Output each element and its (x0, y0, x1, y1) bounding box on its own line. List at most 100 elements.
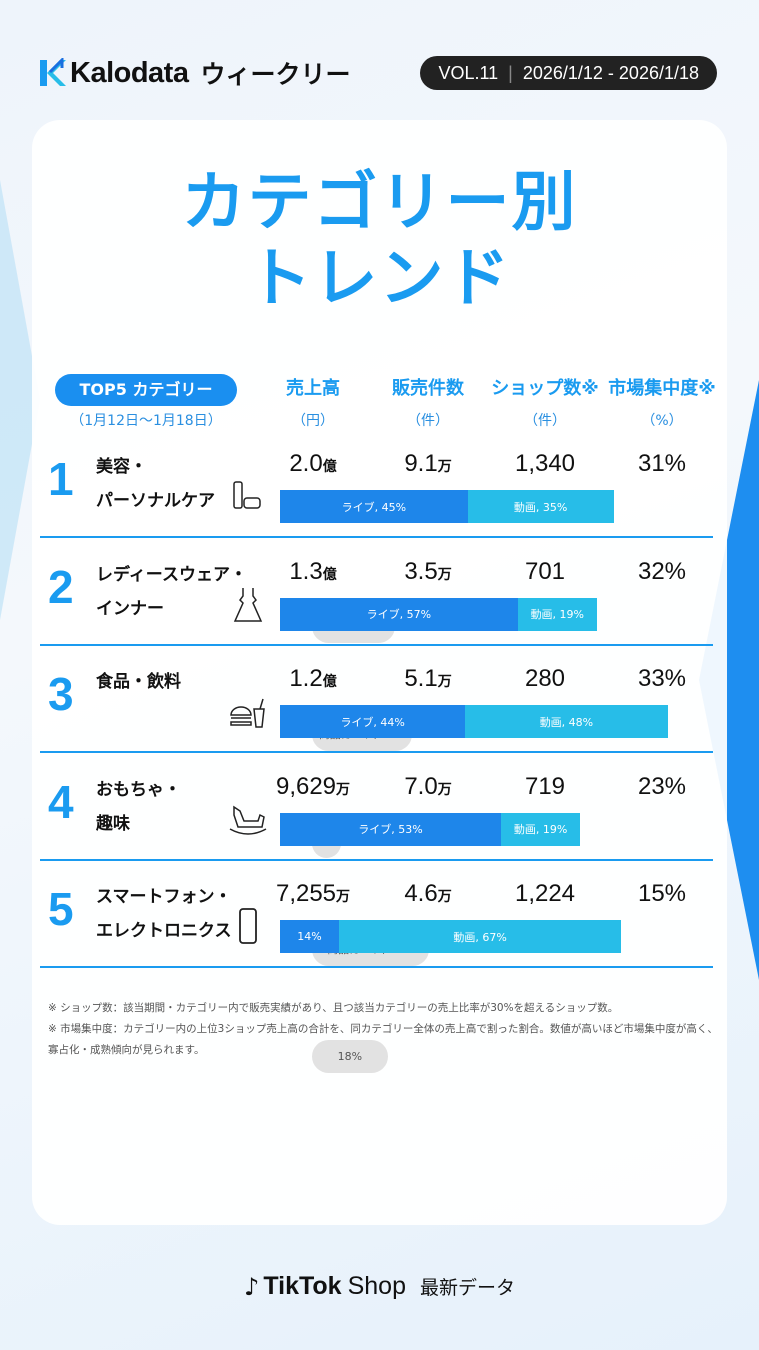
sales-number: 1.3 (289, 557, 323, 585)
category-name: おもちゃ・ 趣味 (96, 773, 256, 841)
period: （1月12日～1月18日） (70, 413, 222, 429)
sales-number: 7,255 (275, 880, 337, 907)
column-header: 市場集中度※ (608, 378, 716, 399)
kalodata-logo-icon (40, 56, 66, 88)
channel-breakdown-bar: ライブ, 44%動画, 48%7% (280, 705, 697, 858)
category-name: スマートフォン・ エレクトロニクス (96, 880, 256, 948)
volume: VOL.11 (438, 62, 499, 83)
table-row: 3 食品・飲料 1.2億 5.1万 280 33% ライブ, 44% 動画, 48… (40, 645, 713, 858)
qty-value: 9.1万 (368, 450, 488, 478)
footnote: ※ ショップ数：該当期間・カテゴリー内で販売実績があり、且つ該当カテゴリーの売上… (48, 1002, 619, 1014)
channel-breakdown-bar: ライブ, 45%動画, 35%20% (280, 490, 697, 643)
table-row: 2 レディースウェア・ インナー 1.3億 3.5万 701 32% ライブ, 5… (40, 538, 713, 751)
footnotes: ※ ショップ数：該当期間・カテゴリー内で販売実績があり、且つ該当カテゴリーの売上… (48, 998, 718, 1061)
qty-unit: 万 (437, 674, 452, 690)
qty-value: 7.0万 (368, 773, 488, 801)
category-line: 食品・飲料 (96, 672, 181, 692)
column-header: 売上高 (286, 378, 340, 399)
rank: 3 (48, 668, 74, 720)
burger-drink-icon (228, 691, 268, 731)
rank: 5 (48, 883, 74, 935)
channel-breakdown-bar: ライブ, 57%動画, 19%商品カード, 24% (280, 597, 697, 751)
shops-value: 719 (524, 772, 566, 800)
qty-unit: 万 (437, 781, 452, 798)
sales-unit: 万 (336, 781, 351, 798)
qty-number: 9.1 (404, 450, 438, 477)
bar-segment-live: ライブ, 57% (280, 597, 518, 631)
sales-value: 2.0億 (253, 450, 373, 478)
dress-icon (228, 584, 268, 624)
sales-value: 1.2億 (253, 665, 373, 693)
shops-value: 280 (524, 665, 566, 692)
sales-number: 2.0 (289, 450, 323, 477)
content-card (32, 120, 727, 1225)
bar-segment-live: ライブ, 44% (280, 705, 466, 738)
footer: ♪ TikTok Shop 最新データ (0, 1272, 759, 1301)
category-name: 美容・ パーソナルケア (96, 450, 256, 518)
shops-value: 1,224 (514, 880, 576, 907)
tiktok-logo-icon: ♪ (244, 1272, 260, 1301)
sales-number: 1.2 (289, 665, 323, 692)
category-line: スマートフォン・ (96, 887, 232, 907)
concentration-value: 31% (637, 450, 687, 477)
brand-name: Kalodata (70, 56, 189, 89)
header: Kalodata ウィークリー VOL.11 | 2026/1/12 - 2026/… (40, 55, 719, 91)
sales-number: 9,629 (275, 772, 337, 800)
sales-unit: 億 (322, 566, 337, 583)
column-header: ショップ数※ (491, 378, 599, 399)
qty-number: 7.0 (404, 772, 438, 800)
page-title: カテゴリー別 トレンド (0, 165, 759, 317)
volume-badge: VOL.11 | 2026/1/12 - 2026/1/18 (420, 56, 717, 90)
latest-data-label: 最新データ (419, 1277, 515, 1299)
channel-breakdown-bar: ライブ, 53%動画, 19%商品カード, 28% (280, 812, 697, 966)
bar-segment-video: 動画, 19% (501, 812, 581, 846)
bar-segment-live: ライブ, 45% (280, 490, 468, 523)
shops-value: 1,340 (514, 450, 576, 477)
column-unit: （件） (407, 413, 449, 429)
column-unit: （件） (524, 413, 566, 429)
category-line: レディースウェア・ (96, 564, 247, 585)
rank: 2 (48, 560, 74, 613)
shop-label: Shop (347, 1272, 406, 1300)
rank: 4 (48, 775, 74, 828)
bar-segment-video: 動画, 48% (465, 705, 668, 738)
qty-value: 4.6万 (368, 880, 488, 908)
sales-unit: 億 (322, 459, 337, 475)
rocking-horse-icon (228, 799, 268, 839)
footnote: ※ 市場集中度：カテゴリー内の上位3ショップ売上高の合計を、同カテゴリー全体の売… (48, 1023, 718, 1056)
category-line: 美容・ (96, 457, 147, 477)
smartphone-icon (228, 906, 268, 946)
top5-badge: TOP5 カテゴリー (55, 374, 237, 406)
category-line: 趣味 (96, 813, 130, 834)
category-line: エレクトロニクス (96, 921, 232, 941)
column-header: 販売件数 (392, 378, 464, 399)
qty-number: 5.1 (404, 665, 438, 692)
bar-segment-video: 動画, 35% (467, 490, 614, 523)
sales-value: 1.3億 (253, 558, 373, 586)
concentration-value: 32% (637, 557, 687, 585)
bar-segment-video: 動画, 67% (338, 920, 622, 953)
channel-breakdown-bar: 14% 動画, 67% 18% (280, 920, 697, 1073)
cosmetics-icon (228, 476, 268, 516)
date-range: 2026/1/12 - 2026/1/18 (522, 62, 699, 83)
table-row: 1 美容・ パーソナルケア 2.0億 9.1万 1,340 31% ライブ, 45… (40, 430, 713, 643)
category-line: インナー (96, 598, 164, 619)
category-name: レディースウェア・ インナー (96, 558, 256, 626)
qty-number: 3.5 (404, 557, 438, 585)
tiktok-label: TikTok (263, 1272, 342, 1300)
qty-unit: 万 (437, 566, 452, 583)
column-unit: （%） (641, 413, 683, 429)
category-name: 食品・飲料 (96, 665, 256, 699)
sales-value: 9,629万 (253, 773, 373, 801)
sales-unit: 万 (336, 889, 351, 905)
shops-value: 701 (524, 557, 566, 585)
concentration-value: 33% (637, 665, 687, 692)
rank: 1 (48, 453, 74, 505)
bar-segment-live: ライブ, 53% (280, 812, 501, 846)
qty-unit: 万 (437, 459, 452, 475)
title-line: トレンド (247, 242, 512, 316)
table-row: 5 スマートフォン・ エレクトロニクス 7,255万 4.6万 1,224 15%… (40, 860, 713, 1073)
title-line: カテゴリー別 (181, 166, 578, 240)
bar-segment-video: 動画, 19% (517, 597, 597, 631)
bar-segment-card: 18% (312, 1040, 388, 1073)
